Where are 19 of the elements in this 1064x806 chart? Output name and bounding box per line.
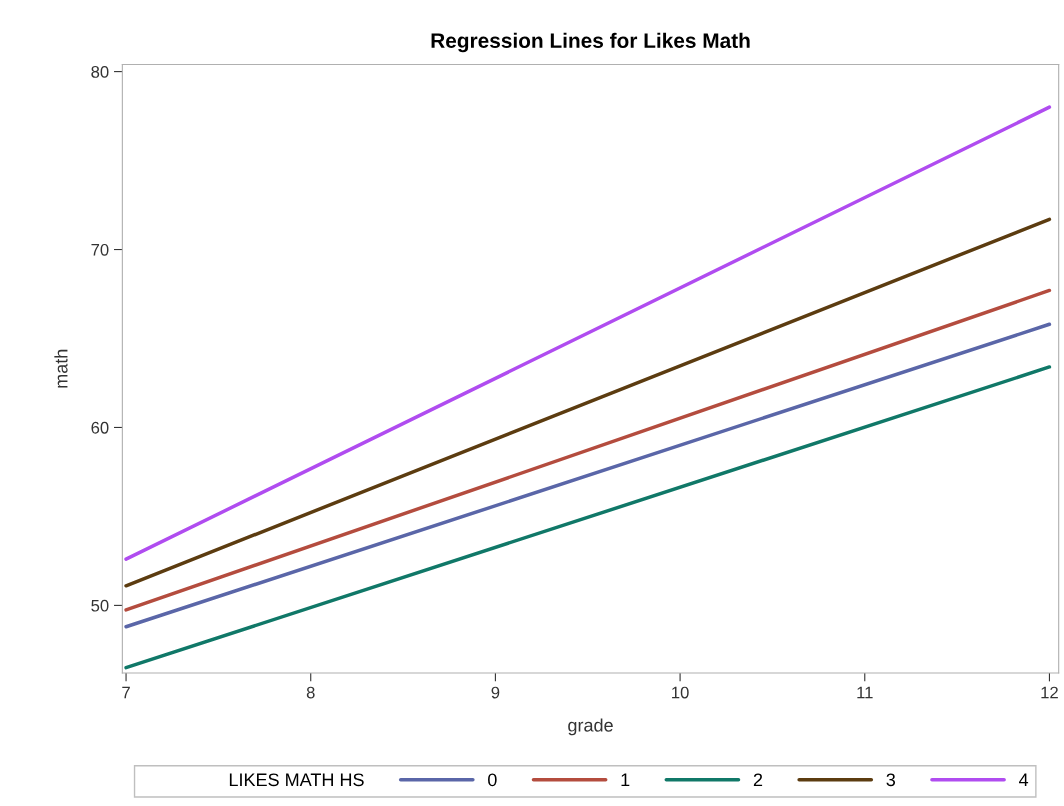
chart-title: Regression Lines for Likes Math <box>431 32 750 53</box>
legend-label: 3 <box>886 773 896 787</box>
legend-label: 0 <box>488 773 497 787</box>
legend-label: 1 <box>621 773 630 786</box>
y-axis-title: math <box>54 349 68 388</box>
x-axis-title: grade <box>568 718 613 736</box>
x-tick-label: 7 <box>122 686 130 699</box>
legend-label: 2 <box>753 773 763 786</box>
x-tick-label: 8 <box>306 686 315 699</box>
x-tick-label: 12 <box>1041 686 1058 699</box>
x-tick-label: 9 <box>491 686 500 699</box>
x-tick-label: 10 <box>672 686 689 699</box>
y-tick-label: 60 <box>91 421 109 434</box>
y-tick-label: 50 <box>91 599 109 612</box>
legend-title: LIKES MATH HS <box>229 773 364 787</box>
x-tick-label: 11 <box>857 686 873 699</box>
y-tick-label: 80 <box>91 66 109 78</box>
y-tick-label: 70 <box>91 243 109 256</box>
legend-label: 4 <box>1019 773 1029 786</box>
